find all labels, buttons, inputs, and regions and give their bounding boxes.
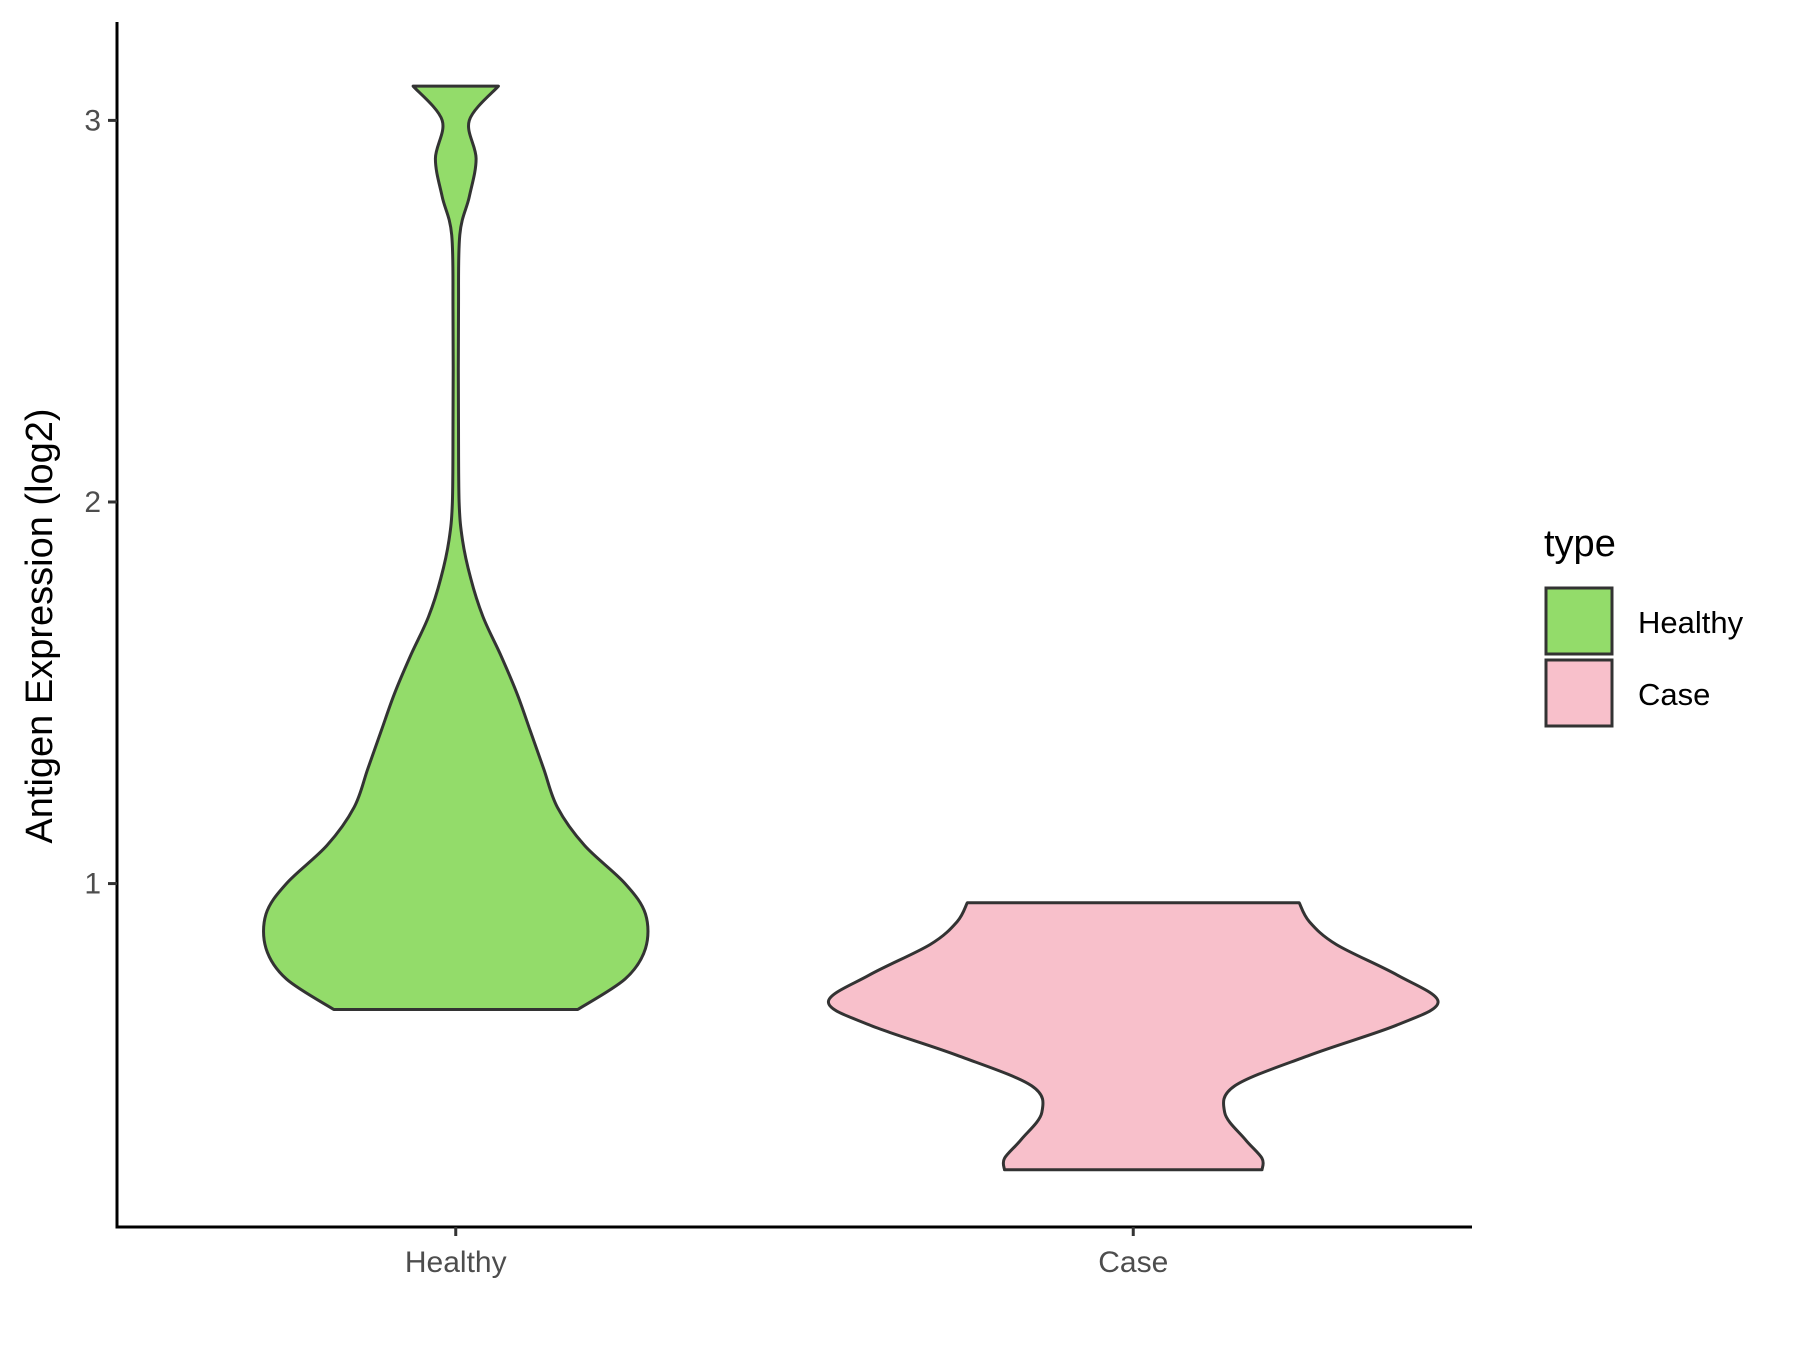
legend-swatch-case: [1544, 658, 1614, 728]
axes: 1 2 3 Healthy Case: [84, 22, 1472, 1279]
plot-area: [262, 84, 1440, 1172]
legend-label-healthy: Healthy: [1638, 605, 1744, 640]
y-tick-label: 3: [84, 104, 101, 137]
violin-case: [826, 901, 1440, 1172]
y-tick-label: 1: [84, 868, 101, 901]
y-tick-label: 2: [84, 486, 101, 519]
legend-title: type: [1544, 523, 1616, 565]
violin-healthy: [262, 84, 650, 1011]
y-axis-title: Antigen Expression (log2): [19, 408, 61, 843]
x-tick-label: Healthy: [405, 1246, 507, 1279]
legend-swatch-healthy: [1544, 586, 1614, 656]
legend-label-case: Case: [1638, 677, 1710, 712]
legend: type Healthy Case: [1544, 523, 1744, 728]
x-tick-label: Case: [1098, 1246, 1168, 1279]
